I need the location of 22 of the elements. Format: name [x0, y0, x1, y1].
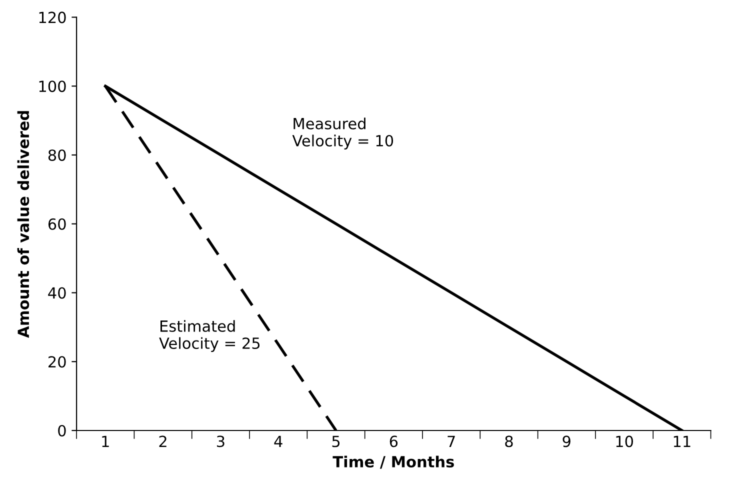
y-tick-label: 0	[58, 424, 66, 437]
x-tick-label: 1	[102, 436, 109, 447]
annotation: Estimated Velocity = 25	[159, 320, 260, 352]
y-tick-label: 40	[48, 287, 66, 299]
y-tick-label: 120	[39, 12, 66, 24]
y-tick-label: 20	[48, 356, 66, 368]
x-axis-title: Time / Months	[332, 456, 454, 469]
x-tick-label: 3	[216, 436, 224, 448]
x-tick-label: 7	[448, 436, 455, 447]
x-tick-label: 6	[390, 436, 398, 448]
annotation: Measured Velocity = 10	[292, 118, 394, 150]
y-tick-label: 60	[48, 218, 66, 230]
x-tick-label: 4	[274, 436, 282, 447]
x-tick-label: 10	[616, 436, 633, 448]
y-tick-label: 100	[39, 80, 66, 92]
x-tick-label: 5	[332, 436, 340, 448]
x-tick-label: 11	[674, 436, 690, 447]
y-tick-label: 80	[48, 149, 66, 161]
x-tick-label: 2	[159, 436, 166, 447]
y-axis-title: Amount of value delivered	[17, 111, 30, 338]
x-tick-label: 8	[505, 436, 513, 448]
x-tick-label: 9	[562, 436, 570, 448]
